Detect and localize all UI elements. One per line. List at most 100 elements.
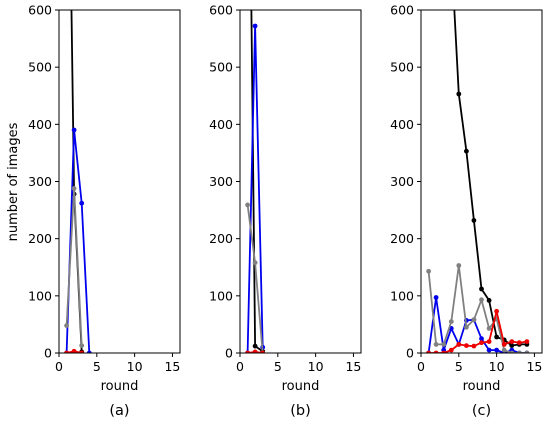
data-point bbox=[471, 343, 477, 349]
y-tick-label: 100 bbox=[209, 288, 233, 303]
x-tick-label: 15 bbox=[164, 359, 180, 374]
y-tick-label: 0 bbox=[225, 346, 233, 361]
data-point bbox=[456, 91, 462, 97]
x-tick-label: 0 bbox=[55, 359, 63, 374]
plot-area bbox=[64, 10, 92, 353]
chart-panel-2: 0 100 200 300 400 500 600 0 5 10 15 round (b) bbox=[209, 3, 362, 419]
panel-caption: (b) bbox=[290, 403, 311, 419]
y-tick-label: 500 bbox=[390, 60, 414, 75]
y-tick-label: 200 bbox=[390, 231, 414, 246]
chart-panel-1: 0 100 200 300 400 500 600 0 5 10 15 round (a) bbox=[28, 3, 181, 419]
x-tick-label: 10 bbox=[308, 359, 324, 374]
y-tick-label: 300 bbox=[209, 174, 233, 189]
data-point bbox=[516, 350, 522, 353]
x-tick-label: 0 bbox=[236, 359, 244, 374]
panel-caption: (a) bbox=[109, 403, 129, 419]
data-point bbox=[479, 340, 484, 346]
x-tick-label: 10 bbox=[127, 359, 143, 374]
data-point bbox=[524, 339, 530, 344]
series-line-2 bbox=[65, 129, 91, 353]
axes-frame bbox=[58, 9, 181, 354]
data-point bbox=[479, 336, 484, 342]
y-tick-label: 500 bbox=[209, 60, 233, 75]
y-tick-label: 500 bbox=[28, 60, 52, 75]
plot-area bbox=[426, 10, 530, 353]
chart-panel-3: 0 100 200 300 400 500 600 0 5 10 15 round (c) bbox=[390, 3, 543, 419]
data-point bbox=[448, 347, 454, 353]
data-point bbox=[524, 350, 530, 353]
y-tick-label: 0 bbox=[44, 346, 52, 361]
data-point bbox=[245, 350, 250, 353]
y-tick-label: 0 bbox=[406, 346, 414, 361]
data-point bbox=[456, 342, 462, 347]
data-point bbox=[79, 200, 85, 206]
data-point bbox=[494, 347, 499, 353]
data-point bbox=[509, 339, 515, 344]
y-tick-label: 400 bbox=[209, 117, 233, 132]
data-point bbox=[71, 348, 77, 353]
data-point bbox=[501, 342, 507, 347]
data-point bbox=[433, 342, 439, 347]
y-tick-label: 200 bbox=[209, 231, 233, 246]
y-tick-label: 400 bbox=[28, 117, 52, 132]
x-axis-label: round bbox=[282, 379, 320, 394]
data-point bbox=[509, 350, 515, 353]
data-point bbox=[464, 324, 469, 330]
data-point bbox=[486, 347, 492, 353]
panel-caption: (c) bbox=[472, 403, 491, 419]
data-point bbox=[494, 308, 499, 314]
y-tick-label: 300 bbox=[28, 174, 52, 189]
data-point bbox=[86, 350, 92, 353]
y-tick-label: 100 bbox=[390, 288, 414, 303]
y-tick-label: 300 bbox=[390, 174, 414, 189]
data-point bbox=[252, 343, 258, 349]
y-tick-label: 600 bbox=[209, 3, 233, 18]
data-point bbox=[516, 340, 522, 346]
x-tick-label: 5 bbox=[455, 359, 463, 374]
data-point bbox=[426, 350, 431, 353]
data-point bbox=[441, 342, 447, 347]
plot-area bbox=[245, 10, 266, 353]
data-point bbox=[79, 343, 85, 348]
data-point bbox=[456, 263, 462, 268]
data-point bbox=[494, 334, 499, 340]
data-point bbox=[71, 186, 77, 191]
y-tick-label: 200 bbox=[28, 231, 52, 246]
data-point bbox=[464, 343, 469, 348]
x-tick-label: 10 bbox=[489, 359, 505, 374]
data-point bbox=[509, 343, 515, 348]
data-point bbox=[486, 326, 492, 331]
y-tick-label: 100 bbox=[28, 288, 52, 303]
y-tick-label: 600 bbox=[28, 3, 52, 18]
shared-y-axis-label: number of images bbox=[6, 122, 21, 241]
data-point bbox=[433, 295, 439, 300]
data-point bbox=[471, 218, 477, 223]
data-point bbox=[71, 127, 77, 133]
data-point bbox=[479, 297, 484, 303]
data-point bbox=[486, 339, 492, 344]
data-point bbox=[64, 350, 69, 353]
data-point bbox=[448, 319, 454, 324]
data-point bbox=[501, 347, 507, 353]
data-point bbox=[426, 268, 431, 274]
x-tick-label: 5 bbox=[274, 359, 282, 374]
x-axis-label: round bbox=[463, 379, 501, 394]
data-point bbox=[479, 286, 484, 292]
data-point bbox=[464, 148, 469, 154]
data-point bbox=[441, 350, 447, 353]
data-point bbox=[486, 298, 492, 303]
data-point bbox=[79, 350, 85, 353]
x-tick-label: 0 bbox=[417, 359, 425, 374]
data-point bbox=[471, 317, 477, 323]
data-point bbox=[252, 23, 258, 29]
x-axis-label: round bbox=[101, 379, 139, 394]
x-tick-label: 15 bbox=[345, 359, 361, 374]
data-point bbox=[252, 260, 258, 266]
data-point bbox=[433, 350, 439, 353]
y-tick-label: 400 bbox=[390, 117, 414, 132]
data-point bbox=[252, 349, 258, 353]
x-tick-label: 15 bbox=[526, 359, 542, 374]
data-point bbox=[245, 202, 251, 208]
